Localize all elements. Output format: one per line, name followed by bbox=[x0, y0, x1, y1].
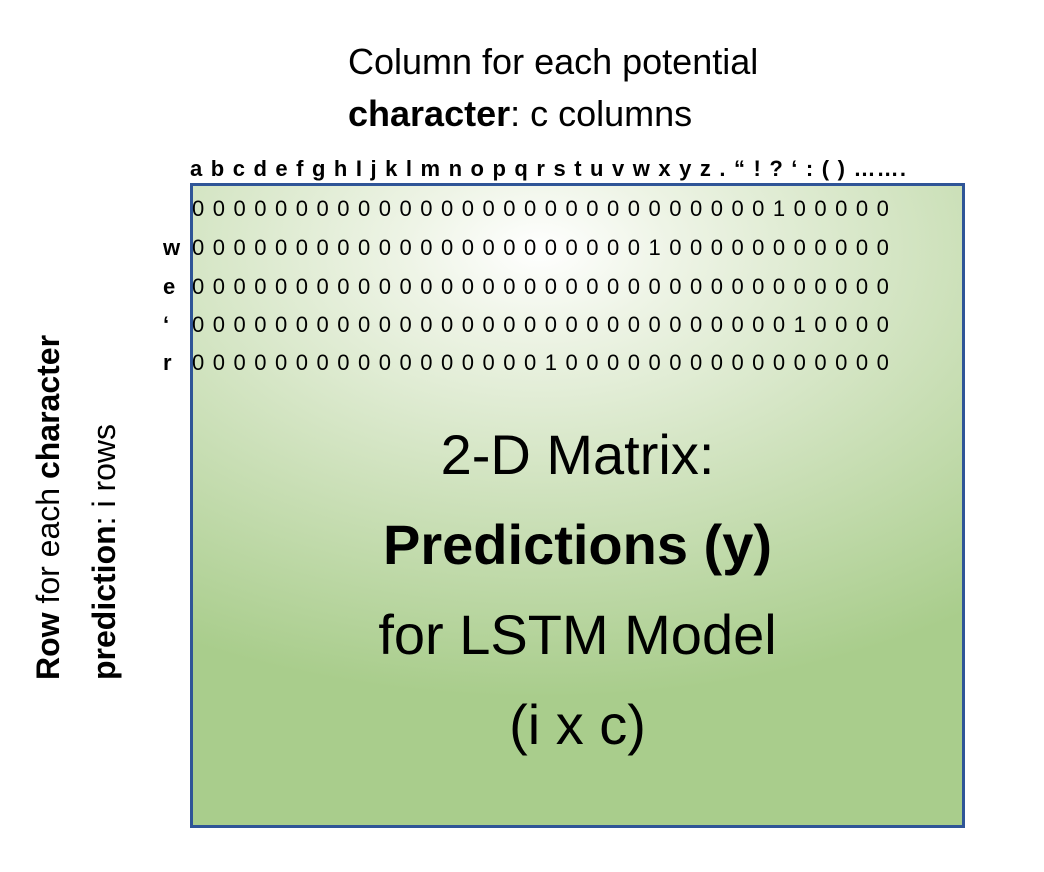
matrix-title: 2-D Matrix: Predictions (y) for LSTM Mod… bbox=[190, 410, 965, 770]
row-caption-bold-character: character bbox=[30, 334, 66, 480]
row-caption-bold-prediction: prediction bbox=[86, 525, 122, 680]
column-caption-line2: character: c columns bbox=[348, 88, 868, 140]
row-caption-bold-row: Row bbox=[30, 612, 66, 680]
matrix-row-label: r bbox=[163, 350, 172, 375]
row-caption: Row for each character prediction: i row… bbox=[20, 240, 132, 680]
matrix-row-label: ‘ bbox=[163, 312, 170, 337]
matrix-row-values: 0 0 0 0 0 0 0 0 0 0 0 0 0 0 0 0 0 0 0 0 … bbox=[192, 235, 891, 260]
matrix-title-line1: 2-D Matrix: bbox=[440, 423, 715, 486]
column-caption-bold: character bbox=[348, 93, 511, 134]
matrix-title-line3: for LSTM Model bbox=[378, 603, 777, 666]
matrix-row-values: 0 0 0 0 0 0 0 0 0 0 0 0 0 0 0 0 0 0 0 0 … bbox=[192, 274, 891, 299]
matrix-row-label: w bbox=[163, 235, 181, 260]
matrix-row-values: 0 0 0 0 0 0 0 0 0 0 0 0 0 0 0 0 0 0 0 0 … bbox=[192, 312, 891, 337]
column-caption-rest: : c columns bbox=[510, 93, 693, 134]
row-caption-rest1: for each bbox=[30, 479, 66, 613]
matrix-box bbox=[190, 183, 965, 828]
row-caption-line2: prediction: i rows bbox=[76, 240, 132, 680]
matrix-title-line4: (i x c) bbox=[509, 693, 646, 756]
matrix-row-values: 0 0 0 0 0 0 0 0 0 0 0 0 0 0 0 0 0 0 0 0 … bbox=[192, 196, 891, 221]
column-caption-line1: Column for each potential bbox=[348, 41, 759, 82]
matrix-row-values: 0 0 0 0 0 0 0 0 0 0 0 0 0 0 0 0 0 1 0 0 … bbox=[192, 350, 891, 375]
column-caption: Column for each potential character: c c… bbox=[348, 36, 868, 140]
matrix-row-label: e bbox=[163, 274, 176, 299]
row-caption-rest2: : i rows bbox=[86, 423, 122, 526]
matrix-column-header: a b c d e f g h I j k l m n o p q r s t … bbox=[190, 156, 908, 181]
row-caption-line1: Row for each character bbox=[20, 240, 76, 680]
matrix-title-line2: Predictions (y) bbox=[383, 513, 772, 576]
